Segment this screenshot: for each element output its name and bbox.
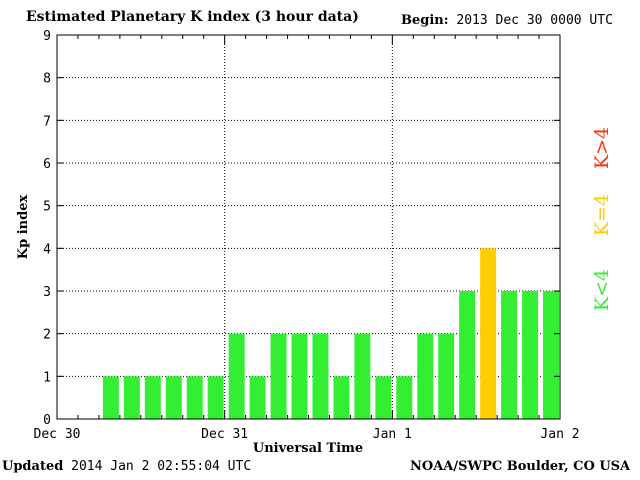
x-ticks: Dec 30 Dec 31 Jan 1 Jan 2 — [34, 35, 580, 442]
y-axis-title: Kp index — [16, 195, 31, 260]
y-tick-label-6: 6 — [43, 157, 51, 172]
bar-22 — [522, 291, 539, 419]
bar-7 — [207, 376, 224, 419]
bar-16 — [396, 376, 413, 419]
bar-9 — [249, 376, 266, 419]
y-tick-label-8: 8 — [43, 72, 51, 87]
bar-6 — [186, 376, 203, 419]
updated-label: Updated — [2, 459, 64, 474]
x-tick-label-0: Dec 30 — [34, 427, 81, 442]
bar-12 — [312, 333, 329, 419]
legend-k-above-4: K>4 — [591, 127, 613, 169]
x-tick-label-1: Dec 31 — [201, 427, 248, 442]
x-tick-label-2: Jan 1 — [373, 427, 412, 442]
begin-label: Begin: — [401, 13, 449, 28]
begin-value: 2013 Dec 30 0000 UTC — [456, 13, 613, 28]
bar-20 — [480, 248, 497, 419]
bar-2 — [102, 376, 119, 419]
bar-21 — [501, 291, 518, 419]
x-axis-title: Universal Time — [253, 441, 363, 456]
bar-14 — [354, 333, 371, 419]
bar-8 — [228, 333, 245, 419]
bar-18 — [438, 333, 455, 419]
bar-4 — [144, 376, 161, 419]
bars — [102, 248, 559, 419]
updated-info: Updated 2014 Jan 2 02:55:04 UTC — [2, 459, 251, 474]
y-tick-label-7: 7 — [43, 114, 51, 129]
updated-value: 2014 Jan 2 02:55:04 UTC — [71, 459, 252, 474]
begin-info: Begin: 2013 Dec 30 0000 UTC — [401, 13, 613, 28]
x-tick-label-3: Jan 2 — [540, 427, 579, 442]
y-tick-label-5: 5 — [43, 200, 51, 215]
legend-k-equal-4: K=4 — [591, 194, 613, 236]
bar-13 — [333, 376, 350, 419]
bar-17 — [417, 333, 434, 419]
y-tick-label-9: 9 — [43, 29, 51, 44]
bar-19 — [459, 291, 476, 419]
legend-k-below-4: K<4 — [591, 269, 613, 311]
bar-15 — [375, 376, 392, 419]
bar-10 — [270, 333, 287, 419]
y-tick-label-0: 0 — [43, 413, 51, 428]
bar-11 — [291, 333, 308, 419]
bar-23 — [543, 291, 559, 419]
y-tick-label-2: 2 — [43, 328, 51, 343]
bar-3 — [123, 376, 140, 419]
y-tick-label-1: 1 — [43, 370, 51, 385]
grid-lines — [57, 35, 560, 419]
y-tick-label-3: 3 — [43, 285, 51, 300]
chart-title: Estimated Planetary K index (3 hour data… — [26, 9, 359, 25]
bar-5 — [165, 376, 182, 419]
y-ticks: 0 1 2 3 4 5 6 7 8 9 — [43, 29, 560, 428]
y-tick-label-4: 4 — [43, 242, 51, 257]
credit-text: NOAA/SWPC Boulder, CO USA — [410, 459, 631, 474]
